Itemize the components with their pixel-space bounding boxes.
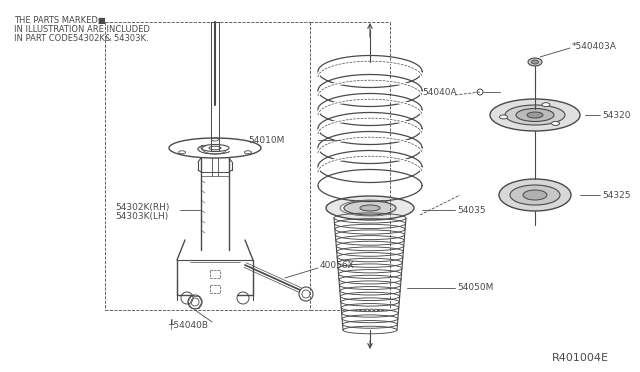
Ellipse shape	[499, 179, 571, 211]
Bar	[210, 285, 220, 293]
Ellipse shape	[531, 60, 538, 64]
Text: 54040A: 54040A	[422, 87, 456, 96]
Text: 54303K(LH): 54303K(LH)	[115, 212, 168, 221]
Text: THE PARTS MARKED■: THE PARTS MARKED■	[14, 16, 106, 25]
Text: 54035: 54035	[457, 205, 486, 215]
Ellipse shape	[523, 190, 547, 200]
Text: 54302K(RH): 54302K(RH)	[115, 202, 170, 212]
Ellipse shape	[505, 105, 565, 125]
Text: IN PART CODE54302K& 54303K.: IN PART CODE54302K& 54303K.	[14, 33, 148, 42]
Ellipse shape	[344, 201, 396, 215]
Text: 54010M: 54010M	[248, 135, 285, 144]
Ellipse shape	[516, 109, 554, 122]
Text: 40056X: 40056X	[320, 262, 355, 270]
Text: 54050M: 54050M	[457, 283, 493, 292]
Text: 54325: 54325	[602, 190, 630, 199]
Ellipse shape	[360, 205, 380, 211]
Ellipse shape	[528, 58, 542, 66]
Bar	[210, 270, 220, 278]
Ellipse shape	[552, 121, 559, 125]
Ellipse shape	[326, 196, 414, 220]
Ellipse shape	[499, 115, 508, 119]
Ellipse shape	[510, 185, 560, 205]
Ellipse shape	[527, 112, 543, 118]
Ellipse shape	[490, 99, 580, 131]
Text: IN ILLUSTRATION ARE INCLUDED: IN ILLUSTRATION ARE INCLUDED	[14, 25, 150, 33]
Text: ╀54040B: ╀54040B	[168, 320, 208, 330]
Ellipse shape	[542, 103, 550, 107]
Text: R401004E: R401004E	[552, 353, 609, 363]
Text: *540403A: *540403A	[572, 42, 617, 51]
Text: 54320: 54320	[602, 110, 630, 119]
